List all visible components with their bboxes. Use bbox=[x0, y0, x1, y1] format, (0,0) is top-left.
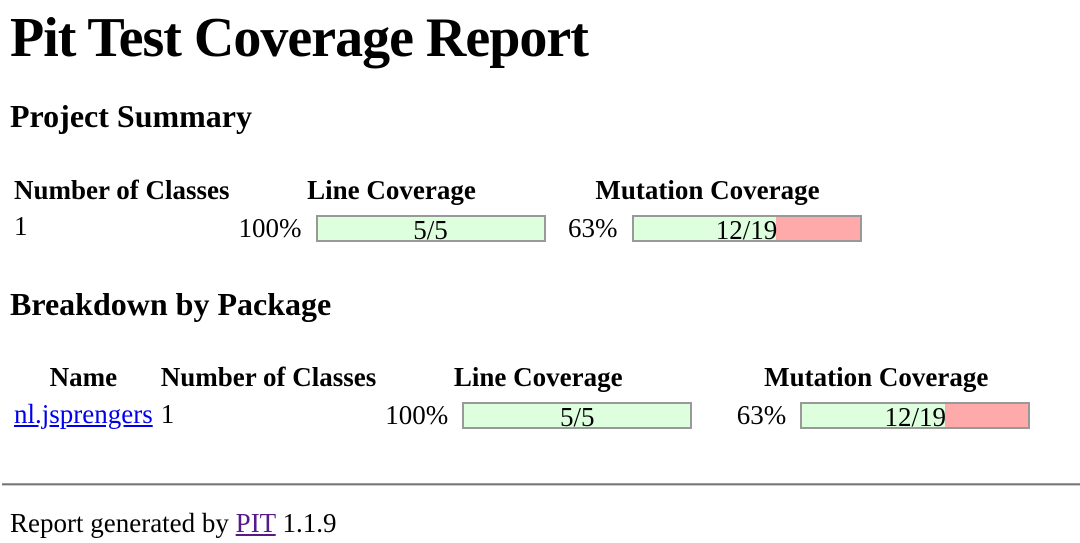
coverage-complete-fill bbox=[633, 216, 776, 240]
mutation-coverage-bar: 12/19 bbox=[800, 401, 1031, 432]
project-summary-header-row: Number of Classes Line Coverage Mutation… bbox=[10, 173, 866, 208]
footer-prefix: Report generated by bbox=[10, 507, 229, 538]
line-coverage-bar: 5/5 bbox=[315, 214, 546, 245]
line-coverage-bar: 5/5 bbox=[462, 401, 693, 432]
coverage-legend: 12/19 bbox=[884, 401, 946, 432]
mutation-coverage-percent: 63% bbox=[568, 212, 618, 243]
coverage-complete-fill bbox=[317, 216, 544, 240]
pit-link[interactable]: PIT bbox=[235, 507, 276, 538]
coverage-complete-fill bbox=[802, 403, 945, 427]
column-header-name: Name bbox=[49, 362, 118, 393]
mutation-coverage-bar: 12/19 bbox=[631, 214, 862, 245]
package-name-cell: nl.jsprengers bbox=[10, 395, 157, 432]
number-of-classes-value: 1 bbox=[14, 211, 28, 242]
column-header-line-coverage: Line Coverage bbox=[307, 175, 476, 206]
coverage-complete-fill bbox=[464, 403, 691, 427]
line-coverage-cell: 100% 5/5 bbox=[234, 208, 550, 245]
line-coverage-cell: 100% 5/5 bbox=[380, 395, 696, 432]
coverage-legend: 5/5 bbox=[559, 401, 595, 432]
page-title: Pit Test Coverage Report bbox=[10, 7, 589, 69]
project-summary-table: Number of Classes Line Coverage Mutation… bbox=[10, 173, 866, 245]
line-coverage-percent: 100% bbox=[385, 399, 449, 430]
breakdown-header-row: Name Number of Classes Line Coverage Mut… bbox=[10, 360, 1034, 395]
column-header-number-of-classes: Number of Classes bbox=[14, 175, 230, 206]
mutation-coverage-cell: 63% 12/19 bbox=[550, 208, 866, 245]
number-of-classes-value: 1 bbox=[160, 398, 175, 429]
breakdown-by-package-table: Name Number of Classes Line Coverage Mut… bbox=[10, 360, 1034, 432]
breakdown-by-package-heading: Breakdown by Package bbox=[10, 285, 332, 322]
coverage-legend: 12/19 bbox=[715, 214, 778, 245]
project-summary-heading: Project Summary bbox=[10, 98, 252, 135]
footer-text: Report generated by PIT 1.1.9 bbox=[10, 508, 1070, 539]
package-link[interactable]: nl.jsprengers bbox=[14, 398, 153, 429]
mutation-coverage-percent: 63% bbox=[736, 399, 787, 430]
table-row: 1 100% 5/5 63% 12/19 bbox=[10, 208, 866, 245]
line-coverage-percent: 100% bbox=[238, 212, 302, 243]
footer-divider bbox=[2, 482, 1080, 486]
footer-version: 1.1.9 bbox=[282, 507, 337, 538]
table-row: nl.jsprengers 1 100% 5/5 63% 12/19 bbox=[10, 395, 1034, 432]
column-header-mutation-coverage: Mutation Coverage bbox=[764, 362, 989, 393]
column-header-line-coverage: Line Coverage bbox=[453, 362, 623, 393]
mutation-coverage-cell: 63% 12/19 bbox=[696, 395, 1034, 432]
coverage-legend: 5/5 bbox=[413, 214, 448, 245]
column-header-mutation-coverage: Mutation Coverage bbox=[595, 175, 820, 206]
column-header-number-of-classes: Number of Classes bbox=[160, 362, 377, 393]
